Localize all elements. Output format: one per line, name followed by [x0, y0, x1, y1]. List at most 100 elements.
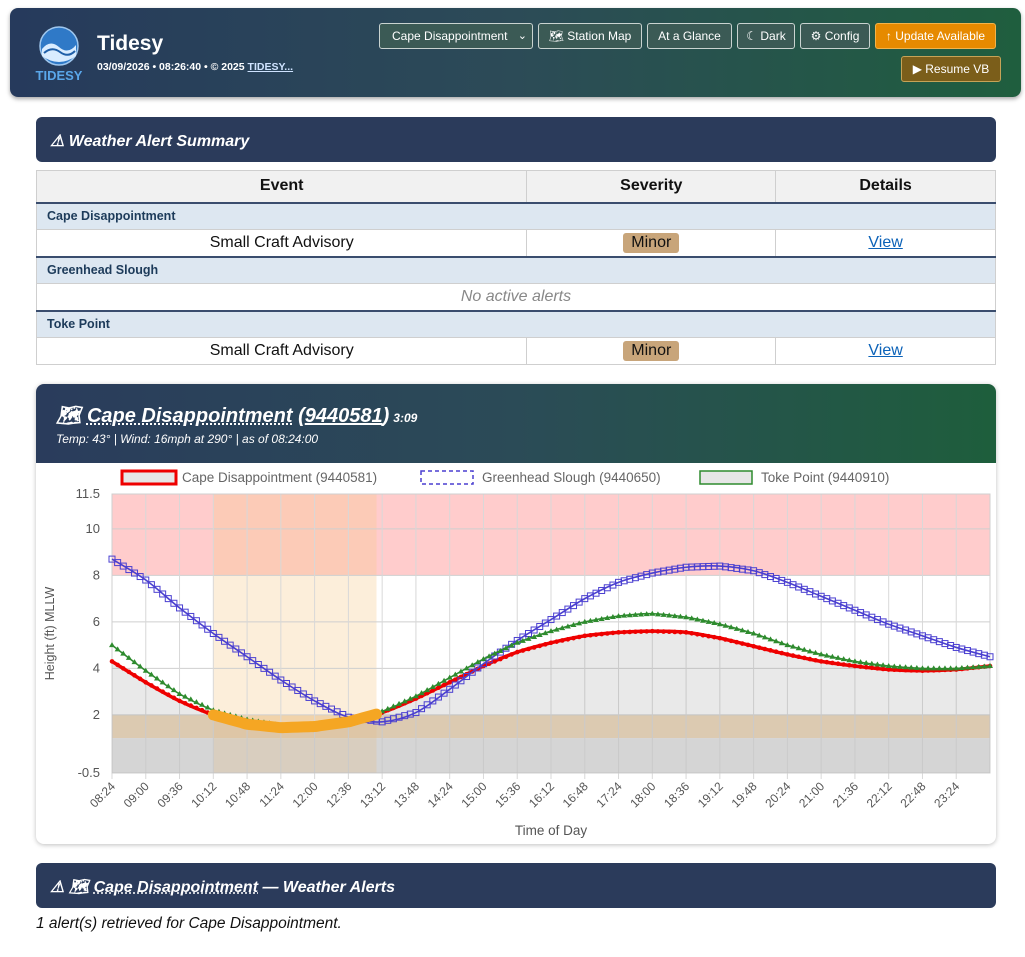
app-title: Tidesy [97, 32, 164, 55]
series-marker [154, 686, 160, 691]
series-marker [486, 653, 493, 659]
alerts-retrieved-text: 1 alert(s) retrieved for Cape Disappoint… [36, 915, 342, 932]
series-marker [120, 650, 127, 656]
series-marker [237, 649, 245, 657]
greenhead-slough-line [111, 558, 991, 723]
config-button[interactable]: ⚙ Config [800, 23, 870, 49]
weather-alerts-suffix: — Weather Alerts [262, 879, 395, 896]
no-alerts-cell: No active alerts [36, 283, 996, 311]
series-marker [254, 661, 262, 668]
series-marker [683, 630, 689, 635]
series-marker [447, 680, 452, 685]
series-marker [773, 649, 779, 655]
series-marker [170, 687, 177, 693]
series-marker [554, 639, 559, 644]
series-marker [604, 615, 611, 620]
series-marker [564, 623, 571, 629]
group-station-label: Cape Disappointment [36, 201, 996, 230]
series-marker [885, 663, 892, 669]
series-marker [773, 638, 780, 644]
series-marker [688, 615, 695, 621]
series-marker [964, 664, 971, 670]
dark-mode-button[interactable]: ☾ Dark [737, 23, 795, 49]
series-marker [115, 662, 120, 668]
group-row: Cape Disappointment [36, 201, 996, 230]
series-marker [919, 665, 926, 671]
x-tick-label: 09:00 [121, 779, 152, 810]
series-marker [841, 662, 846, 667]
series-marker [695, 631, 700, 637]
series-marker [525, 635, 532, 641]
at-a-glance-button[interactable]: At a Glance [647, 23, 732, 49]
view-link[interactable]: View [868, 342, 903, 359]
series-marker [689, 631, 695, 636]
series-marker [559, 625, 566, 631]
series-marker [474, 664, 482, 672]
details-cell: View [775, 229, 996, 257]
resume-vb-button[interactable]: ▶ Resume VB [901, 56, 1001, 82]
station-code-link[interactable]: 9440581 [304, 405, 383, 427]
y-tick-label: 2 [93, 707, 100, 722]
series-marker [188, 703, 194, 708]
weather-alerts-station-link[interactable]: Cape Disappointment [93, 879, 259, 896]
view-link[interactable]: View [868, 233, 903, 251]
station-time: 3:09 [393, 411, 418, 425]
series-marker [401, 698, 408, 704]
series-marker [678, 629, 683, 635]
update-available-button[interactable]: ↑ Update Available [875, 23, 996, 49]
station-name-link[interactable]: Cape Disappointment [86, 405, 293, 427]
tide-chart-card: 🗺 Cape Disappointment (9440581) 3:09 Temp… [36, 384, 996, 844]
series-marker [260, 664, 268, 672]
series-marker [795, 645, 802, 651]
series-marker [548, 640, 554, 646]
series-marker [801, 646, 808, 652]
series-marker [762, 646, 768, 652]
legend-label: Toke Point (9440910) [761, 470, 889, 485]
series-marker [913, 664, 920, 670]
series-marker [925, 665, 932, 671]
table-row: No active alerts [36, 283, 996, 311]
series-marker [880, 666, 886, 672]
x-tick-label: 18:36 [661, 779, 692, 810]
series-marker [654, 611, 661, 617]
col-event: Event [35, 170, 528, 203]
series-marker [666, 629, 672, 635]
series-marker [565, 637, 571, 642]
series-marker [621, 612, 628, 618]
series-marker [232, 645, 240, 653]
series-marker [160, 689, 165, 694]
series-marker [824, 659, 830, 665]
series-marker [807, 656, 813, 662]
series-marker [588, 632, 593, 638]
severity-badge: Minor [623, 341, 680, 361]
station-map-button[interactable]: 🗺 Station Map [538, 23, 642, 49]
series-marker [153, 585, 161, 593]
series-marker [711, 634, 717, 640]
series-marker [491, 650, 498, 656]
series-marker [182, 700, 188, 706]
series-marker [699, 617, 706, 623]
series-marker [880, 662, 887, 668]
primary-area-fill [112, 631, 990, 773]
series-marker [396, 700, 403, 706]
station-select[interactable]: Cape Disappointment ⌄ [379, 23, 533, 49]
alert-summary-header: ⚠ Weather Alert Summary [36, 117, 996, 162]
severity-cell: Minor [526, 229, 777, 257]
series-marker [705, 618, 712, 624]
x-tick-label: 10:48 [222, 779, 253, 810]
series-marker [215, 633, 223, 641]
series-marker [429, 683, 436, 689]
table-row: Small Craft Advisory Minor View [35, 337, 996, 365]
series-marker [953, 665, 960, 671]
alert-summary-table: Event Severity Details Cape Disappointme… [35, 170, 996, 365]
series-marker [486, 661, 492, 667]
series-marker [941, 665, 948, 671]
series-marker [908, 664, 915, 670]
series-marker [446, 674, 453, 680]
tidesy-link[interactable]: TIDESY... [247, 61, 294, 73]
chevron-down-icon: ⌄ [517, 30, 527, 42]
group-row: Greenhead Slough [36, 255, 996, 284]
series-marker [717, 635, 723, 641]
x-tick-label: 16:48 [560, 779, 591, 810]
